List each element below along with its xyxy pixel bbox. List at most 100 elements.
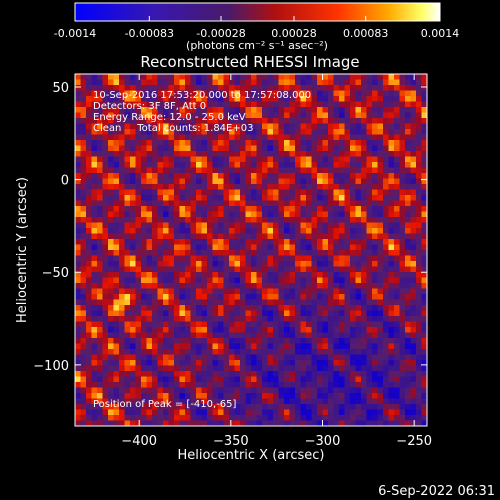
heatmap-cell [86,387,92,394]
heatmap-cell [344,420,351,426]
heatmap-cell [190,156,197,163]
heatmap-cell [75,239,81,245]
heatmap-cell [75,310,81,317]
heatmap-cell [333,294,340,300]
heatmap-cell [201,305,208,311]
heatmap-cell [405,217,411,223]
heatmap-cell [410,382,417,388]
heatmap-cell [289,272,296,278]
heatmap-cell [416,112,422,119]
heatmap-cell [267,332,274,339]
heatmap-cell [405,184,411,190]
heatmap-cell [91,272,98,278]
heatmap-cell [251,233,257,240]
heatmap-cell [245,90,252,97]
heatmap-cell [405,261,411,267]
heatmap-cell [300,140,307,146]
heatmap-cell [135,167,142,174]
heatmap-cell [399,277,406,284]
heatmap-cell [416,321,422,328]
heatmap-cell [377,277,384,284]
heatmap-cell [168,343,175,350]
heatmap-cell [416,178,422,185]
heatmap-cell [311,244,318,251]
heatmap-cell [91,222,98,229]
heatmap-cell [355,112,362,119]
heatmap-cell [168,272,175,278]
heatmap-cell [322,310,329,317]
heatmap-cell [168,288,175,295]
heatmap-cell [146,129,153,135]
heatmap-cell [141,228,147,234]
heatmap-cell [86,327,92,333]
heatmap-cell [163,200,169,207]
heatmap-cell [135,118,142,124]
heatmap-cell [80,118,87,124]
heatmap-cell [416,255,422,262]
heatmap-cell [295,222,301,229]
heatmap-cell [245,349,252,355]
heatmap-cell [262,134,268,141]
heatmap-cell [207,338,213,344]
heatmap-cell [212,244,219,251]
heatmap-cell [284,233,290,240]
heatmap-cell [91,101,98,108]
heatmap-cell [201,277,208,284]
heatmap-cell [394,420,400,426]
heatmap-cell [295,404,301,410]
heatmap-cell [240,222,246,229]
heatmap-cell [91,321,98,328]
heatmap-cell [273,327,279,333]
heatmap-cell [223,140,230,146]
heatmap-cell [262,338,268,344]
heatmap-cell [240,393,246,399]
heatmap-cell [113,294,120,300]
heatmap-cell [328,167,334,174]
heatmap-cell [119,332,125,339]
heatmap-cell [201,365,208,372]
heatmap-cell [218,189,224,196]
heatmap-cell [361,145,367,152]
heatmap-cell [350,101,356,108]
heatmap-cell [108,239,114,245]
heatmap-cell [130,211,136,218]
heatmap-cell [416,365,422,372]
heatmap-cell [372,415,378,421]
heatmap-cell [80,189,87,196]
heatmap-cell [410,371,417,377]
heatmap-cell [388,79,395,86]
heatmap-cell [157,162,164,168]
heatmap-cell [229,343,235,350]
heatmap-cell [229,140,235,146]
heatmap-cell [410,310,417,317]
heatmap-cell [130,145,136,152]
annotation-peak-position: Position of Peak = [-410,-65] [93,399,237,410]
heatmap-cell [130,129,136,135]
heatmap-cell [350,118,356,124]
heatmap-cell [355,338,362,344]
heatmap-cell [196,156,202,163]
heatmap-cell [86,162,92,168]
heatmap-cell [102,233,109,240]
heatmap-cell [157,101,164,108]
heatmap-cell [339,387,345,394]
heatmap-cell [163,90,169,97]
heatmap-cell [234,420,241,426]
heatmap-cell [218,211,224,218]
heatmap-cell [218,134,224,141]
heatmap-cell [289,145,296,152]
heatmap-cell [317,376,323,383]
heatmap-cell [328,189,334,196]
heatmap-cell [328,217,334,223]
heatmap-cell [339,211,345,218]
annotations: 10-Sep-2016 17:53:20.000 to 17:57:08.000… [93,90,311,410]
heatmap-cell [108,123,114,130]
heatmap-cell [344,206,351,212]
heatmap-cell [179,244,186,251]
heatmap-cell [322,387,329,394]
heatmap-cell [135,387,142,394]
heatmap-cell [234,305,241,311]
heatmap-cell [130,112,136,119]
heatmap-cell [328,200,334,207]
heatmap-cell [212,261,219,267]
